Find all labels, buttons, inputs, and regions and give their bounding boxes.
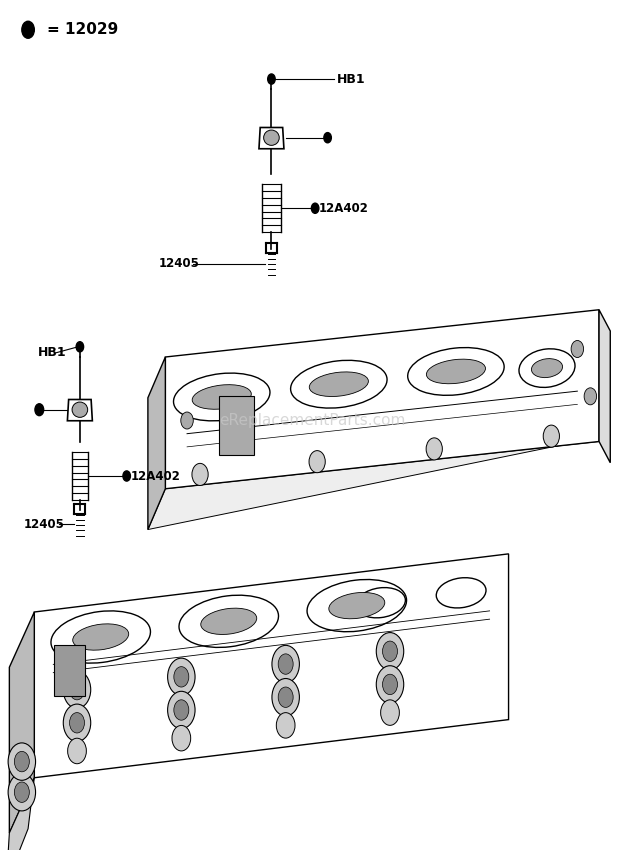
Circle shape xyxy=(376,666,404,703)
Circle shape xyxy=(381,700,399,725)
Circle shape xyxy=(426,438,442,460)
Circle shape xyxy=(309,450,325,473)
Ellipse shape xyxy=(192,385,251,409)
Circle shape xyxy=(63,704,90,741)
Ellipse shape xyxy=(310,372,368,396)
Text: eReplacementParts.com: eReplacementParts.com xyxy=(219,413,405,428)
Circle shape xyxy=(22,21,34,38)
Text: 12A402: 12A402 xyxy=(319,201,369,215)
Circle shape xyxy=(272,645,300,683)
Circle shape xyxy=(69,679,84,700)
Ellipse shape xyxy=(73,624,129,650)
Circle shape xyxy=(174,700,189,720)
Circle shape xyxy=(272,678,300,716)
Circle shape xyxy=(278,687,293,707)
Polygon shape xyxy=(599,309,610,462)
Circle shape xyxy=(35,404,44,416)
Circle shape xyxy=(584,388,597,405)
Circle shape xyxy=(63,671,90,708)
Circle shape xyxy=(69,712,84,733)
Circle shape xyxy=(8,743,36,780)
Text: = 12029: = 12029 xyxy=(47,22,118,37)
Circle shape xyxy=(192,463,208,485)
Ellipse shape xyxy=(329,592,385,619)
Polygon shape xyxy=(148,357,165,530)
Circle shape xyxy=(168,658,195,695)
Polygon shape xyxy=(6,778,34,850)
Circle shape xyxy=(14,782,29,802)
Circle shape xyxy=(376,632,404,670)
Circle shape xyxy=(76,342,84,352)
Ellipse shape xyxy=(72,402,87,417)
Ellipse shape xyxy=(201,608,256,634)
Text: HB1: HB1 xyxy=(37,346,66,360)
Polygon shape xyxy=(34,554,509,778)
Text: 12A402: 12A402 xyxy=(130,469,180,483)
Circle shape xyxy=(174,666,189,687)
Circle shape xyxy=(383,641,397,661)
Circle shape xyxy=(544,425,560,447)
Circle shape xyxy=(571,341,583,358)
Polygon shape xyxy=(148,435,610,530)
Circle shape xyxy=(268,74,275,84)
Text: 12405: 12405 xyxy=(24,518,65,531)
Circle shape xyxy=(14,751,29,772)
FancyBboxPatch shape xyxy=(54,645,85,696)
Circle shape xyxy=(8,774,36,811)
Circle shape xyxy=(172,725,191,751)
Polygon shape xyxy=(9,612,34,833)
Polygon shape xyxy=(259,128,284,149)
Circle shape xyxy=(67,738,86,763)
Circle shape xyxy=(324,133,331,143)
Polygon shape xyxy=(67,400,92,421)
Ellipse shape xyxy=(426,360,485,383)
Text: HB1: HB1 xyxy=(337,72,366,86)
Ellipse shape xyxy=(263,130,280,145)
Polygon shape xyxy=(165,309,599,489)
Circle shape xyxy=(383,674,397,694)
Circle shape xyxy=(123,471,130,481)
Circle shape xyxy=(168,691,195,728)
Text: 12405: 12405 xyxy=(159,257,200,270)
Circle shape xyxy=(276,712,295,738)
Circle shape xyxy=(278,654,293,674)
FancyBboxPatch shape xyxy=(220,396,255,456)
Ellipse shape xyxy=(532,359,563,377)
Circle shape xyxy=(311,203,319,213)
Circle shape xyxy=(181,412,193,429)
